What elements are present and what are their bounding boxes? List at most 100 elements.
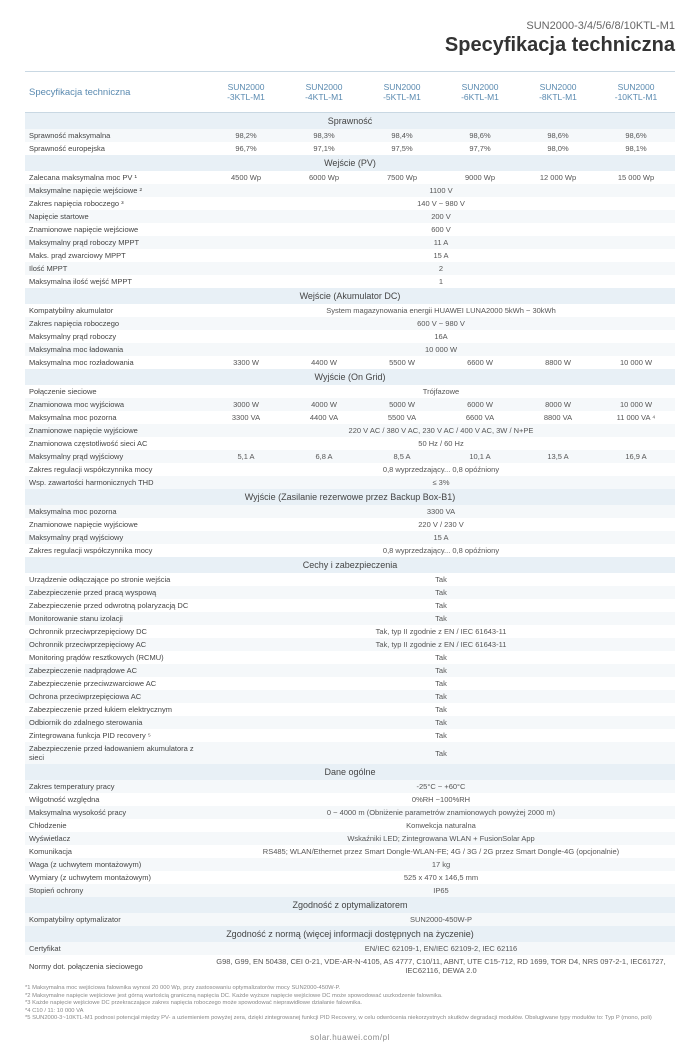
row-value-span: 220 V AC / 380 V AC, 230 V AC / 400 V AC… xyxy=(207,424,675,437)
footnote-3: *3 Każde napięcie wejściowe DC przekracz… xyxy=(25,1000,675,1008)
row-label: Komunikacja xyxy=(25,845,207,858)
table-row: Zakres napięcia roboczego600 V ~ 980 V xyxy=(25,317,675,330)
table-row: Połączenie siecioweTrójfazowe xyxy=(25,385,675,398)
table-row: Zabezpieczenie przed odwrotną polaryzacj… xyxy=(25,599,675,612)
footnote-2: *2 Maksymalne napięcie wejściowe jest gó… xyxy=(25,993,675,1001)
col-2: SUN2000-4KTL-M1 xyxy=(285,72,363,113)
row-value: 98,6% xyxy=(441,129,519,142)
table-row: Maksymalna moc pozorna3300 VA4400 VA5500… xyxy=(25,411,675,424)
row-value-span: IP65 xyxy=(207,884,675,897)
row-value: 8000 W xyxy=(519,398,597,411)
row-label: Urządzenie odłączające po stronie wejści… xyxy=(25,573,207,586)
row-label: Sprawność europejska xyxy=(25,142,207,155)
row-label: Ilość MPPT xyxy=(25,262,207,275)
table-row: Waga (z uchwytem montażowym)17 kg xyxy=(25,858,675,871)
table-row: KomunikacjaRS485; WLAN/Ethernet przez Sm… xyxy=(25,845,675,858)
row-value-span: Tak xyxy=(207,690,675,703)
row-value-span: 16A xyxy=(207,330,675,343)
row-value: 4500 Wp xyxy=(207,171,285,184)
row-value: 11 000 VA ⁴ xyxy=(597,411,675,424)
footnote-4: *4 C10 / 11: 10 000 VA xyxy=(25,1008,675,1016)
row-value: 3300 VA xyxy=(207,411,285,424)
row-label: Sprawność maksymalna xyxy=(25,129,207,142)
table-row: Zabezpieczenie przed ładowaniem akumulat… xyxy=(25,742,675,764)
table-row: Maksymalna moc rozładowania3300 W4400 W5… xyxy=(25,356,675,369)
row-label: Maksymalna moc rozładowania xyxy=(25,356,207,369)
row-label: Zabezpieczenie przed odwrotną polaryzacj… xyxy=(25,599,207,612)
row-label: Ochrona przeciwprzepięciowa AC xyxy=(25,690,207,703)
table-row: Stopień ochronyIP65 xyxy=(25,884,675,897)
row-value: 98,1% xyxy=(597,142,675,155)
table-row: Wymiary (z uchwytem montażowym)525 x 470… xyxy=(25,871,675,884)
row-value-span: Tak, typ II zgodnie z EN / IEC 61643-11 xyxy=(207,625,675,638)
row-label: Normy dot. połączenia sieciowego xyxy=(25,955,207,977)
table-row: Zakres temperatury pracy-25°C ~ +60°C xyxy=(25,780,675,793)
row-label: Maksymalna moc pozorna xyxy=(25,505,207,518)
table-row: Monitorowanie stanu izolacjiTak xyxy=(25,612,675,625)
table-row: Zintegrowana funkcja PID recovery ⁵Tak xyxy=(25,729,675,742)
row-value-span: Tak xyxy=(207,716,675,729)
table-row: Sprawność europejska96,7%97,1%97,5%97,7%… xyxy=(25,142,675,155)
row-value: 6600 VA xyxy=(441,411,519,424)
row-value: 97,1% xyxy=(285,142,363,155)
row-value: 8,5 A xyxy=(363,450,441,463)
section-title: Cechy i zabezpieczenia xyxy=(25,557,675,573)
row-label: Zabezpieczenie przed ładowaniem akumulat… xyxy=(25,742,207,764)
section-title: Wejście (Akumulator DC) xyxy=(25,288,675,304)
section-title-row: Sprawność xyxy=(25,113,675,130)
row-label: Zabezpieczenie przed łukiem elektrycznym xyxy=(25,703,207,716)
footnote-5: *5 SUN2000-3~10KTL-M1 podnosi potencjał … xyxy=(25,1015,675,1023)
row-value: 15 000 Wp xyxy=(597,171,675,184)
table-row: Ochronnik przeciwprzepięciowy ACTak, typ… xyxy=(25,638,675,651)
row-label: Odbiornik do zdalnego sterowania xyxy=(25,716,207,729)
row-value-span: Tak xyxy=(207,703,675,716)
table-row: Ochrona przeciwprzepięciowa ACTak xyxy=(25,690,675,703)
table-row: Maksymalne napięcie wejściowe ²1100 V xyxy=(25,184,675,197)
table-row: Ilość MPPT2 xyxy=(25,262,675,275)
section-title: Sprawność xyxy=(25,113,675,130)
row-label: Znamionowa moc wyjściowa xyxy=(25,398,207,411)
row-label: Zakres napięcia roboczego xyxy=(25,317,207,330)
col-6: SUN2000-10KTL-M1 xyxy=(597,72,675,113)
row-label: Maksymalna ilość wejść MPPT xyxy=(25,275,207,288)
row-label: Monitoring prądów resztkowych (RCMU) xyxy=(25,651,207,664)
row-value-span: 2 xyxy=(207,262,675,275)
row-value: 4000 W xyxy=(285,398,363,411)
table-row: Maksymalna ilość wejść MPPT1 xyxy=(25,275,675,288)
row-label: Maksymalny prąd wyjściowy xyxy=(25,450,207,463)
row-value: 3300 W xyxy=(207,356,285,369)
row-label: Wsp. zawartości harmonicznych THD xyxy=(25,476,207,489)
row-value-span: 600 V xyxy=(207,223,675,236)
row-label: Zakres regulacji współczynnika mocy xyxy=(25,463,207,476)
table-row: Maksymalny prąd roboczy16A xyxy=(25,330,675,343)
row-value: 9000 Wp xyxy=(441,171,519,184)
table-row: Kompatybilny optymalizatorSUN2000-450W-P xyxy=(25,913,675,926)
table-row: Maksymalna moc pozorna3300 VA xyxy=(25,505,675,518)
row-value-span: 1 xyxy=(207,275,675,288)
table-row: Maksymalna moc ładowania10 000 W xyxy=(25,343,675,356)
row-label: Stopień ochrony xyxy=(25,884,207,897)
row-label: Znamionowe napięcie wyjściowe xyxy=(25,518,207,531)
row-value-span: 140 V ~ 980 V xyxy=(207,197,675,210)
table-row: Zabezpieczenie przed pracą wyspowąTak xyxy=(25,586,675,599)
table-row: Zakres regulacji współczynnika mocy0,8 w… xyxy=(25,544,675,557)
row-value: 97,5% xyxy=(363,142,441,155)
table-row: Maksymalna wysokość pracy0 ~ 4000 m (Obn… xyxy=(25,806,675,819)
row-value-span: RS485; WLAN/Ethernet przez Smart Dongle-… xyxy=(207,845,675,858)
row-label: Zabezpieczenie nadprądowe AC xyxy=(25,664,207,677)
row-value-span: 17 kg xyxy=(207,858,675,871)
row-label: Wilgotność względna xyxy=(25,793,207,806)
row-value: 10 000 W xyxy=(597,356,675,369)
row-value-span: Tak xyxy=(207,599,675,612)
table-row: Znamionowe napięcie wejściowe600 V xyxy=(25,223,675,236)
row-value-span: Tak xyxy=(207,573,675,586)
row-value: 98,0% xyxy=(519,142,597,155)
row-value-span: 600 V ~ 980 V xyxy=(207,317,675,330)
section-title-row: Wejście (Akumulator DC) xyxy=(25,288,675,304)
row-label: Maksymalna wysokość pracy xyxy=(25,806,207,819)
row-label: Zakres napięcia roboczego ³ xyxy=(25,197,207,210)
col-3: SUN2000-5KTL-M1 xyxy=(363,72,441,113)
row-value: 98,3% xyxy=(285,129,363,142)
table-row: Zakres regulacji współczynnika mocy0,8 w… xyxy=(25,463,675,476)
table-row: Zabezpieczenie przed łukiem elektrycznym… xyxy=(25,703,675,716)
